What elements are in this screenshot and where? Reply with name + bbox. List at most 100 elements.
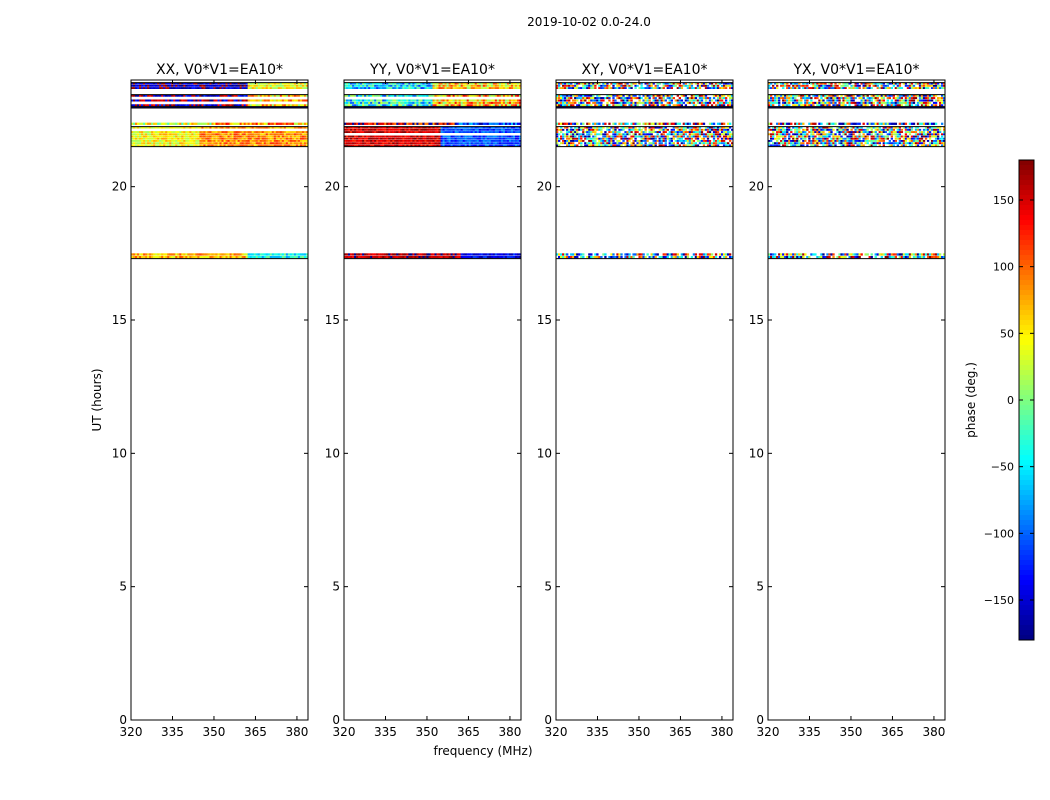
heatmap-cell	[506, 99, 510, 102]
heatmap-cell	[804, 82, 807, 85]
heatmap-cell	[588, 256, 591, 259]
heatmap-cell	[283, 122, 287, 125]
heatmap-cell	[185, 137, 188, 140]
heatmap-cell	[720, 131, 724, 133]
heatmap-cell	[245, 94, 248, 97]
heatmap-cell	[476, 87, 480, 89]
heatmap-cell	[658, 144, 661, 147]
heatmap-cell	[710, 87, 714, 89]
heatmap-cell	[600, 101, 603, 104]
heatmap-cell	[562, 87, 565, 89]
heatmap-cell	[604, 137, 607, 140]
heatmap-cell	[141, 104, 144, 107]
heatmap-cell	[478, 135, 482, 138]
heatmap-cell	[704, 135, 708, 138]
heatmap-cell	[616, 140, 619, 142]
heatmap-cell	[133, 126, 136, 129]
heatmap-cell	[255, 104, 259, 107]
heatmap-cell	[247, 135, 250, 138]
heatmap-cell	[245, 253, 248, 256]
heatmap-cell	[652, 144, 655, 147]
x-tick-label: 350	[628, 725, 651, 739]
heatmap-cell	[488, 94, 492, 97]
heatmap-cell	[686, 253, 690, 256]
heatmap-cell	[718, 135, 722, 138]
heatmap-cell	[305, 131, 309, 133]
heatmap-cell	[392, 137, 395, 140]
heatmap-cell	[720, 84, 724, 87]
heatmap-cell	[398, 128, 401, 131]
heatmap-cell	[648, 128, 651, 131]
heatmap-cell	[291, 140, 295, 142]
heatmap-cell	[728, 126, 732, 129]
heatmap-cell	[145, 94, 148, 97]
heatmap-cell	[518, 82, 522, 85]
heatmap-cell	[572, 253, 575, 256]
heatmap-cell	[658, 87, 661, 89]
heatmap-cell	[454, 253, 457, 256]
heatmap-cell	[209, 253, 212, 256]
heatmap-cell	[145, 82, 148, 85]
heatmap-cell	[432, 128, 435, 131]
heatmap-cell	[205, 135, 208, 138]
heatmap-cell	[356, 82, 359, 85]
heatmap-cell	[251, 122, 254, 125]
heatmap-cell	[602, 82, 605, 85]
heatmap-cell	[229, 87, 232, 89]
heatmap-cell	[624, 144, 627, 147]
heatmap-cell	[608, 104, 611, 107]
heatmap-cell	[147, 253, 150, 256]
heatmap-cell	[432, 144, 435, 147]
heatmap-cell	[404, 142, 407, 145]
heatmap-cell	[434, 104, 437, 107]
heatmap-cell	[448, 131, 451, 133]
heatmap-cell	[460, 122, 463, 125]
heatmap-cell	[249, 122, 252, 125]
heatmap-cell	[610, 87, 613, 89]
heatmap-cell	[231, 122, 234, 125]
heatmap-cell	[378, 82, 381, 85]
heatmap-cell	[560, 106, 563, 108]
heatmap-cell	[169, 137, 172, 140]
heatmap-cell	[654, 256, 657, 259]
heatmap-cell	[199, 137, 202, 140]
heatmap-cell	[670, 94, 673, 97]
heatmap-cell	[303, 87, 307, 89]
heatmap-cell	[492, 253, 496, 256]
heatmap-cell	[225, 106, 228, 108]
heatmap-cell	[163, 256, 166, 259]
heatmap-cell	[404, 82, 407, 85]
heatmap-cell	[702, 140, 706, 142]
heatmap-cell	[484, 84, 488, 87]
heatmap-cell	[462, 144, 465, 147]
heatmap-cell	[299, 131, 303, 133]
heatmap-cell	[366, 144, 369, 147]
heatmap-cell	[404, 253, 407, 256]
panels-group: XX, V0*V1=EA10*320 335 350 365 38005101520YY…	[112, 62, 946, 739]
heatmap-cell	[271, 140, 275, 142]
heatmap-cell	[141, 99, 144, 102]
heatmap-cell	[173, 94, 176, 97]
heatmap-cell	[458, 84, 461, 87]
heatmap-cell	[416, 84, 419, 87]
heatmap-cell	[666, 82, 669, 85]
heatmap-cell	[460, 82, 463, 85]
heatmap-cell	[151, 253, 154, 256]
heatmap-cell	[446, 99, 449, 102]
heatmap-cell	[209, 126, 212, 129]
heatmap-cell	[424, 122, 427, 125]
heatmap-cell	[157, 137, 160, 140]
heatmap-cell	[446, 131, 449, 133]
heatmap-cell	[630, 87, 633, 89]
heatmap-cell	[668, 253, 671, 256]
heatmap-cell	[402, 135, 405, 138]
heatmap-cell	[271, 84, 275, 87]
heatmap-cell	[670, 99, 673, 102]
heatmap-cell	[448, 135, 451, 138]
heatmap-cell	[169, 94, 172, 97]
heatmap-cell	[632, 253, 635, 256]
heatmap-cell	[416, 94, 419, 97]
heatmap-cell	[502, 135, 506, 138]
heatmap-cell	[402, 253, 405, 256]
